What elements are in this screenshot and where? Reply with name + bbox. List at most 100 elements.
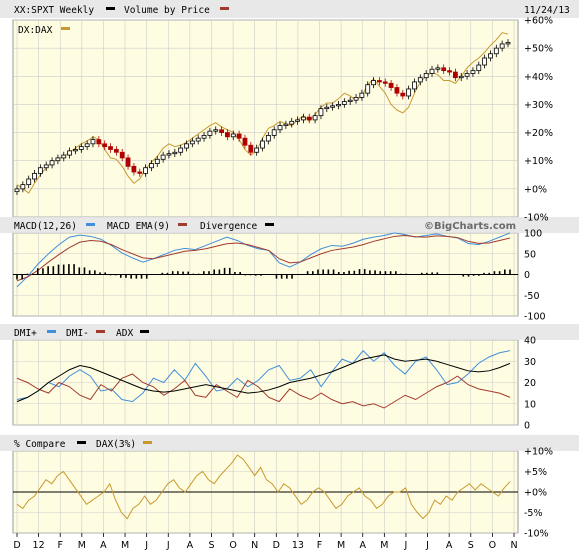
candle-body <box>377 80 382 83</box>
candle-body <box>476 64 482 72</box>
compare-label: % Compare <box>14 439 66 450</box>
x-tick-label: 12 <box>33 540 45 551</box>
price-legend-swatch <box>106 7 115 10</box>
dmi-plot <box>16 349 511 409</box>
candle-body <box>172 151 178 155</box>
candle-body <box>435 67 441 70</box>
y-tick-label: 50 <box>524 249 536 260</box>
y-tick-label: -50 <box>524 291 540 302</box>
x-tick-label: A <box>187 540 194 551</box>
candle-body <box>394 87 400 94</box>
dmi--line <box>16 373 511 409</box>
candle-body <box>67 150 73 156</box>
candle-body <box>78 146 84 150</box>
y-tick-label: +60% <box>524 16 553 27</box>
x-tick-label: D <box>273 540 280 551</box>
y-tick-label: +10% <box>524 447 553 458</box>
y-tick-label: 30 <box>524 357 536 368</box>
x-tick-label: N <box>510 540 517 551</box>
candle-body <box>423 73 429 79</box>
x-tick-label: O <box>229 540 236 551</box>
candle-body <box>429 68 435 74</box>
candle-body <box>464 73 470 77</box>
x-tick-label: M <box>337 540 345 551</box>
macd-plot <box>16 232 511 288</box>
candle-body <box>301 116 306 121</box>
candle-body <box>26 178 32 186</box>
adx-label: ADX <box>116 328 133 339</box>
candle-body <box>353 96 359 101</box>
x-tick-label: M <box>78 540 86 551</box>
x-tick-label: F <box>57 540 62 551</box>
candle-body <box>447 70 452 73</box>
candle-body <box>248 144 254 153</box>
candle-body <box>347 99 353 103</box>
candle-body <box>213 129 219 132</box>
x-tick-label: M <box>121 540 129 551</box>
candle-body <box>166 153 172 156</box>
candle-body <box>195 137 201 142</box>
x-tick-label: N <box>251 540 258 551</box>
grid-lines <box>13 19 518 534</box>
candle-body <box>154 158 160 164</box>
compare-plot <box>16 454 511 520</box>
candle-body <box>505 42 511 45</box>
y-tick-label: +5% <box>524 467 547 478</box>
x-tick-label: S <box>468 540 474 551</box>
candle-body <box>73 149 78 152</box>
y-tick-label: +0% <box>524 184 547 195</box>
macd-ema-9--line <box>16 234 511 282</box>
header-symbol: XX:SPXT Weekly <box>14 5 94 16</box>
y-tick-label: 20 <box>524 378 536 389</box>
candle-body <box>341 101 347 105</box>
candle-body <box>406 88 412 97</box>
dax-compare-legend-swatch <box>143 441 152 444</box>
y-tick-label: 0 <box>524 421 530 432</box>
macd-legend-swatch <box>86 223 95 226</box>
candle-body <box>113 149 119 153</box>
candle-body <box>219 129 224 133</box>
candle-body <box>330 105 336 108</box>
header-date: 11/24/13 <box>524 5 570 16</box>
y-tick-label: -10% <box>524 213 549 224</box>
divergence-legend-swatch <box>265 223 274 226</box>
candle-body <box>236 133 242 139</box>
candle-body <box>312 115 318 121</box>
candle-body <box>470 70 476 74</box>
candle-body <box>149 163 154 169</box>
y-tick-label: -10% <box>524 529 549 540</box>
candle-body <box>441 67 447 72</box>
candle-body <box>493 47 499 55</box>
candle-body <box>201 134 207 139</box>
candle-body <box>382 81 388 84</box>
y-tick-label: +10% <box>524 156 553 167</box>
candle-body <box>225 132 230 138</box>
candle-body <box>254 147 260 153</box>
candle-body <box>43 164 49 169</box>
candle-body <box>178 147 184 153</box>
y-tick-label: +0% <box>524 488 547 499</box>
volume-legend-swatch <box>220 7 229 10</box>
compare-header <box>0 435 579 451</box>
candle-body <box>207 130 213 136</box>
candle-body <box>412 81 417 90</box>
y-tick-label: +20% <box>524 128 553 139</box>
x-tick-label: O <box>489 540 496 551</box>
candle-body <box>137 171 143 174</box>
y-tick-label: +40% <box>524 72 553 83</box>
candle-body <box>20 184 26 190</box>
x-tick-label: J <box>404 540 408 551</box>
dax-3--line <box>16 454 511 520</box>
candle-body <box>61 154 67 159</box>
y-tick-label: -100 <box>524 312 546 323</box>
y-tick-label: 10 <box>524 399 536 410</box>
candle-body <box>143 167 148 174</box>
candle-body <box>400 92 406 97</box>
x-tick-label: A <box>359 540 366 551</box>
candle-body <box>289 120 295 125</box>
x-tick-label: F <box>317 540 322 551</box>
dax-legend-label: DX:DAX <box>18 25 53 36</box>
candle-body <box>417 77 423 83</box>
candle-body <box>160 154 166 160</box>
